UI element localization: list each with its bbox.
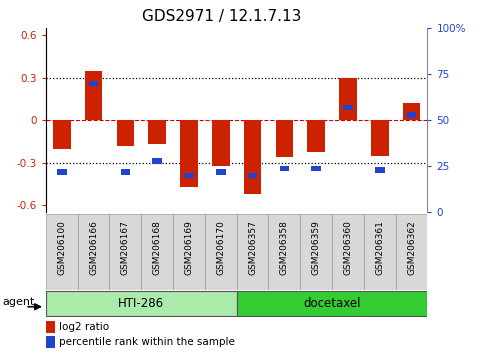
Bar [57,169,67,175]
Bar [364,214,396,290]
Bar [184,173,194,178]
Bar [300,214,332,290]
Bar [375,167,384,173]
Text: GSM206357: GSM206357 [248,220,257,275]
Bar [237,291,427,316]
Text: GSM206362: GSM206362 [407,220,416,275]
Bar [173,214,205,290]
Bar [121,169,130,175]
Text: percentile rank within the sample: percentile rank within the sample [59,337,235,347]
Bar [276,120,293,157]
Bar [142,214,173,290]
Text: GSM206166: GSM206166 [89,220,98,275]
Bar [110,214,141,290]
Bar [180,120,198,187]
Bar [343,105,353,110]
Text: GSM206168: GSM206168 [153,220,162,275]
Bar [46,214,78,290]
Bar [212,120,229,166]
Text: HTI-286: HTI-286 [118,297,164,310]
Bar [407,112,416,118]
Bar [332,214,364,290]
Text: agent: agent [2,297,35,307]
Bar [269,214,300,290]
Text: GSM206358: GSM206358 [280,220,289,275]
Text: GSM206100: GSM206100 [57,220,66,275]
Bar [152,158,162,164]
Bar [53,120,71,149]
Bar [46,336,56,348]
Bar [248,173,257,178]
Bar [46,321,56,333]
Bar [237,214,269,290]
Bar [403,103,420,120]
Text: GSM206361: GSM206361 [375,220,384,275]
Bar [85,71,102,120]
Bar [307,120,325,152]
Text: GSM206359: GSM206359 [312,220,321,275]
Text: GSM206169: GSM206169 [185,220,194,275]
Bar [244,120,261,194]
Bar [280,166,289,171]
Bar [78,214,110,290]
Text: docetaxel: docetaxel [303,297,361,310]
Bar [148,120,166,144]
Bar [339,78,357,120]
Bar [312,166,321,171]
Bar [116,120,134,146]
Text: GSM206167: GSM206167 [121,220,130,275]
Bar [371,120,388,156]
Text: GSM206170: GSM206170 [216,220,225,275]
Bar [396,214,427,290]
Text: GDS2971 / 12.1.7.13: GDS2971 / 12.1.7.13 [142,9,302,24]
Bar [216,169,226,175]
Bar [46,291,237,316]
Text: log2 ratio: log2 ratio [59,321,109,332]
Bar [205,214,237,290]
Bar [89,81,99,86]
Text: GSM206360: GSM206360 [343,220,353,275]
